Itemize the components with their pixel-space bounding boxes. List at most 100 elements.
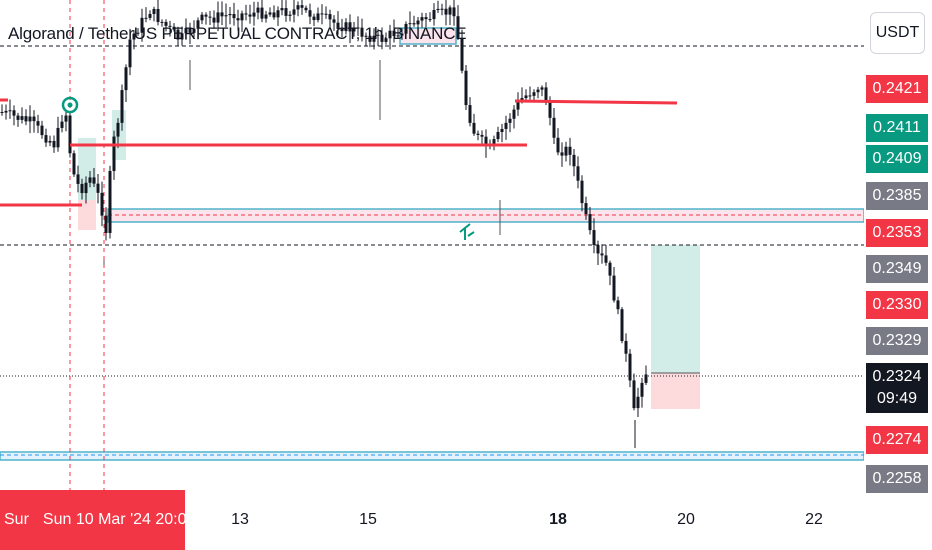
candle [364, 32, 368, 46]
candle-body [144, 17, 148, 19]
candle [12, 105, 16, 126]
candle [164, 19, 168, 32]
candle [252, 1, 256, 26]
candle [312, 13, 316, 27]
candle-body [564, 146, 568, 156]
candle-body [444, 8, 448, 15]
candle-body [92, 177, 96, 184]
candle [536, 86, 540, 99]
candle-body [44, 135, 48, 143]
candle [324, 6, 328, 19]
candle-body [60, 121, 64, 128]
candle-body [452, 7, 456, 17]
candle [444, 0, 448, 26]
candle [472, 113, 476, 136]
candle [40, 120, 44, 139]
candle-body [0, 112, 4, 113]
candle-body [248, 14, 252, 17]
bar-countdown: 09:49 [876, 390, 918, 407]
candle-body [596, 245, 600, 254]
candle [528, 86, 532, 100]
candle [256, 1, 260, 20]
candle-body [560, 152, 564, 156]
candle-body [28, 116, 32, 122]
candle-body [104, 215, 108, 233]
candle-body [20, 116, 24, 120]
candle-body [516, 100, 520, 110]
candle-body [108, 170, 112, 233]
candle [560, 142, 564, 167]
candle [468, 97, 472, 127]
support-zone [0, 451, 864, 461]
candle-body [420, 17, 424, 21]
candle [388, 24, 392, 50]
candle-body [276, 10, 280, 18]
candle-body [404, 23, 408, 34]
candle [340, 18, 344, 38]
position-loss-zone [651, 373, 700, 409]
candle [208, 10, 212, 26]
candle-body [236, 18, 240, 21]
candle [84, 176, 88, 204]
candle [508, 113, 512, 133]
candle [556, 128, 560, 156]
candle [184, 18, 188, 40]
candle [304, 5, 308, 13]
small-loss-zone [78, 200, 96, 230]
candle-body [524, 95, 528, 99]
candle [220, 1, 224, 26]
candle [372, 28, 376, 50]
candle-body [368, 35, 372, 42]
candle-body [548, 102, 552, 118]
candle-body [4, 110, 8, 113]
candle-body [396, 35, 400, 37]
candle-body [552, 117, 556, 138]
candle [640, 377, 644, 408]
price-label: 0.2385 [866, 182, 928, 210]
candle [604, 244, 608, 266]
candle [136, 28, 140, 36]
candle-body [252, 12, 256, 17]
candle-body [480, 134, 484, 137]
candle-body [36, 121, 40, 126]
price-chart[interactable] [0, 0, 864, 490]
candle [540, 85, 544, 97]
candle [244, 4, 248, 21]
candle-body [336, 22, 340, 29]
candle [368, 27, 372, 48]
candle [272, 5, 276, 20]
candle-body [116, 122, 120, 137]
candle-body [224, 15, 228, 17]
candle [592, 218, 596, 254]
candle [580, 175, 584, 212]
candle [108, 165, 112, 239]
candle [284, 0, 288, 22]
current-price: 0.2324 [872, 368, 922, 385]
candle [480, 130, 484, 144]
candle-body [400, 33, 404, 36]
candle [316, 7, 320, 23]
candle [264, 10, 268, 23]
candle-body [296, 5, 300, 10]
candle [504, 115, 508, 140]
candle-body [80, 183, 84, 194]
candle [328, 9, 332, 29]
candle [320, 4, 324, 25]
candle [492, 135, 496, 151]
candle [60, 114, 64, 133]
candle [432, 3, 436, 26]
candle [336, 11, 340, 35]
candle-body [120, 90, 124, 123]
candle-body [472, 122, 476, 134]
candle-body [528, 95, 532, 97]
candle [440, 3, 444, 16]
candle [112, 130, 116, 180]
currency-button[interactable]: USDT [870, 12, 925, 54]
candle-body [496, 132, 500, 140]
candle-body [424, 17, 428, 20]
candle [80, 178, 84, 200]
candle-body [40, 125, 44, 136]
candle [588, 206, 592, 235]
candle-body [388, 30, 392, 39]
candle-body [344, 22, 348, 32]
